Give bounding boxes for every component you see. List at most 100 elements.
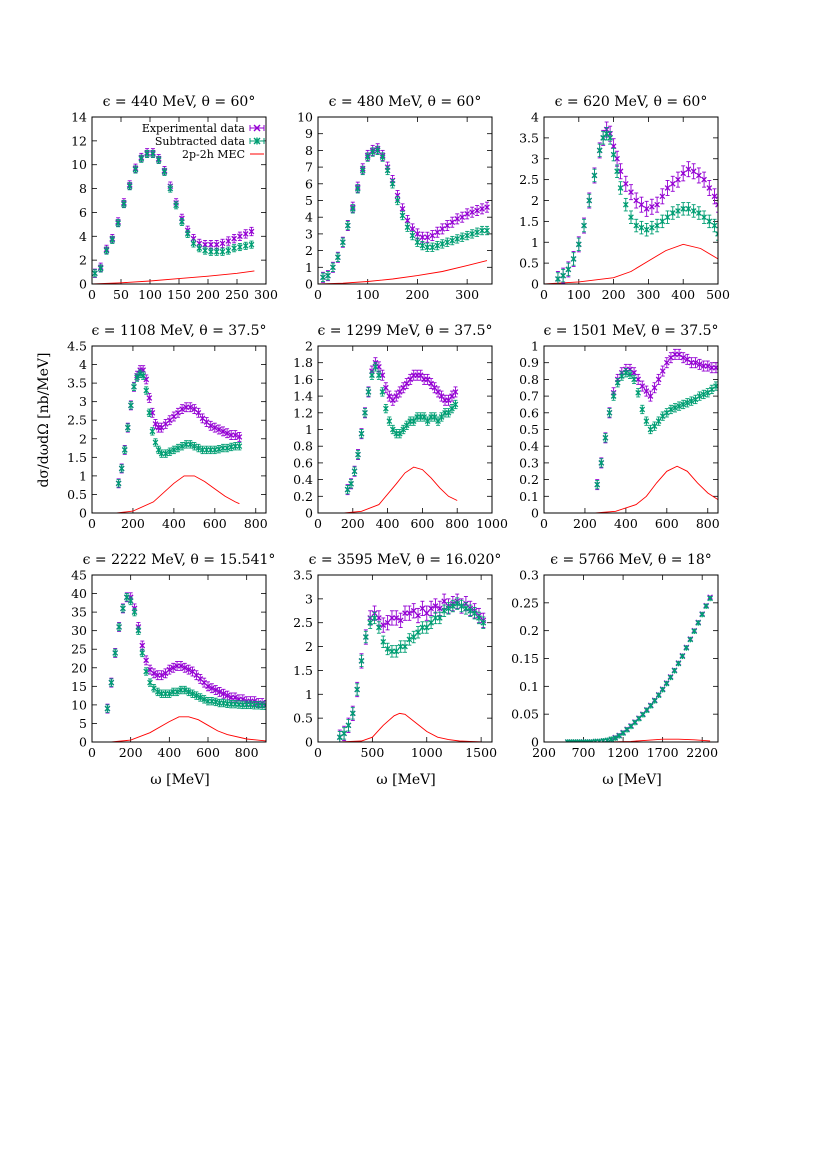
- y-tick-label: 0.8: [519, 372, 539, 387]
- point-subtracted: [131, 607, 138, 617]
- point-subtracted: [369, 370, 375, 380]
- point-experimental: [158, 422, 165, 433]
- x-tick-label: 1700: [647, 745, 679, 760]
- y-tick-label: 4: [79, 229, 87, 244]
- y-tick-label: 3: [531, 151, 539, 166]
- x-tick-label: 200: [602, 287, 626, 302]
- x-tick-label: 1200: [607, 745, 639, 760]
- point-subtracted: [216, 445, 222, 454]
- point-subtracted: [707, 595, 713, 602]
- point-subtracted: [438, 412, 445, 422]
- panel-9: ϵ = 5766 MeV, θ = 18° 200 700 1200 1700 2200 0…: [511, 552, 719, 760]
- point-subtracted: [138, 154, 145, 163]
- point-subtracted: [703, 603, 709, 610]
- marker-stroke: [232, 432, 239, 438]
- y-tick-label: 6: [79, 205, 87, 220]
- panel-frame: [91, 574, 267, 743]
- panel-title: ϵ = 620 MeV, θ = 60°: [555, 94, 708, 110]
- point-subtracted: [639, 404, 646, 415]
- point-experimental: [166, 415, 173, 426]
- point-subtracted: [325, 271, 331, 281]
- panel-4: ϵ = 1108 MeV, θ = 37.5°0 200 400 600 80000.5…: [67, 323, 268, 531]
- point-subtracted: [463, 602, 469, 615]
- point-subtracted: [695, 620, 702, 626]
- point-experimental: [199, 413, 206, 424]
- marker-stroke: [692, 359, 699, 366]
- point-subtracted: [649, 220, 655, 235]
- marker-stroke: [696, 172, 702, 179]
- point-subtracted: [344, 484, 351, 495]
- y-tick-label: 15: [71, 679, 87, 694]
- marker-stroke: [170, 664, 177, 671]
- point-subtracted: [374, 145, 381, 156]
- panel-1: ϵ = 440 MeV, θ = 60° 0 50 100 150 200 250 300 0 2…: [71, 94, 278, 302]
- point-experimental: [170, 662, 177, 673]
- point-subtracted: [190, 239, 197, 248]
- point-subtracted: [663, 680, 670, 687]
- point-experimental: [197, 674, 204, 684]
- y-tick-label: 0.1: [519, 679, 539, 694]
- point-subtracted: [389, 645, 395, 658]
- point-subtracted: [144, 149, 150, 159]
- point-subtracted: [688, 396, 695, 406]
- x-tick-label: 200: [119, 745, 143, 760]
- point-experimental: [402, 605, 408, 621]
- y-tick-label: 0.5: [67, 487, 87, 502]
- marker-stroke: [376, 615, 382, 621]
- x-tick-label: 150: [167, 287, 191, 302]
- marker-stroke: [193, 672, 200, 679]
- panel-frame: [317, 116, 493, 285]
- y-tick-label: 2.5: [519, 172, 539, 187]
- y-tick-label: 1: [305, 687, 313, 702]
- point-experimental: [149, 407, 156, 418]
- point-experimental: [220, 426, 226, 437]
- point-subtracted: [355, 449, 361, 460]
- point-subtracted: [231, 244, 237, 253]
- y-tick-label: 0.2: [519, 623, 539, 638]
- marker-stroke: [715, 203, 718, 208]
- marker-stroke: [685, 166, 692, 173]
- point-subtracted: [458, 599, 465, 613]
- point-experimental: [459, 211, 466, 223]
- point-subtracted: [708, 384, 715, 395]
- point-subtracted: [594, 479, 601, 490]
- point-subtracted: [607, 131, 613, 145]
- point-subtracted: [610, 391, 617, 401]
- panel-title: ϵ = 1299 MeV, θ = 37.5°: [318, 323, 493, 339]
- point-subtracted: [386, 416, 393, 426]
- y-tick-label: 0: [79, 735, 87, 750]
- point-subtracted: [124, 423, 131, 432]
- point-subtracted: [389, 179, 396, 189]
- point-subtracted: [372, 362, 379, 372]
- point-subtracted: [339, 237, 346, 247]
- point-subtracted: [654, 218, 660, 233]
- point-subtracted: [242, 241, 249, 250]
- point-subtracted: [664, 210, 671, 224]
- marker-stroke: [643, 388, 650, 394]
- point-experimental: [213, 240, 220, 250]
- point-experimental: [143, 374, 150, 385]
- point-subtracted: [92, 269, 98, 278]
- y-tick-label: 1.6: [293, 372, 313, 387]
- point-subtracted: [479, 225, 485, 236]
- point-subtracted: [610, 147, 617, 162]
- point-experimental: [162, 419, 169, 429]
- point-subtracted: [663, 408, 670, 418]
- x-tick-label: 300: [455, 287, 479, 302]
- marker-stroke: [675, 176, 681, 183]
- point-subtracted: [248, 240, 255, 249]
- point-subtracted: [166, 689, 173, 698]
- y-tick-label: 5: [79, 716, 87, 731]
- point-experimental: [428, 378, 434, 390]
- point-experimental: [431, 382, 438, 394]
- point-experimental: [696, 358, 703, 370]
- point-subtracted: [432, 611, 439, 625]
- point-subtracted: [669, 206, 676, 220]
- marker-stroke: [219, 240, 226, 247]
- marker-stroke: [178, 663, 184, 669]
- point-subtracted: [454, 234, 461, 244]
- point-experimental: [439, 223, 446, 235]
- point-subtracted: [454, 597, 461, 610]
- point-experimental: [479, 203, 485, 215]
- marker-stroke: [610, 143, 617, 150]
